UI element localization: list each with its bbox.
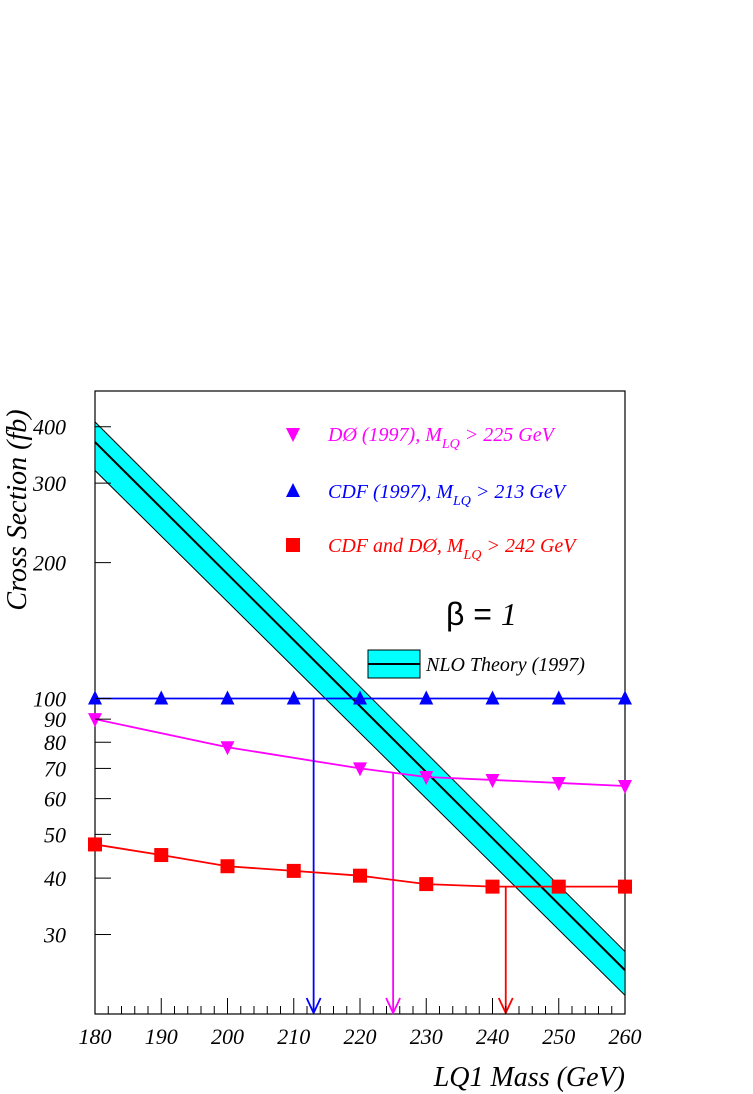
series-1-point — [485, 690, 500, 705]
y-tick-label: 80 — [44, 730, 66, 755]
x-tick-label: 210 — [277, 1024, 310, 1049]
x-tick-label: 260 — [609, 1024, 642, 1049]
series-1-point — [551, 690, 566, 705]
series-1-point — [88, 690, 102, 705]
x-tick-label: 230 — [410, 1024, 443, 1049]
y-tick-label: 400 — [33, 415, 66, 440]
x-axis-label: LQ1 Mass (GeV) — [433, 1062, 625, 1093]
series-2-point — [618, 879, 632, 894]
y-tick-label: 100 — [33, 686, 66, 711]
series-1-point — [618, 690, 632, 705]
x-tick-label: 250 — [542, 1024, 575, 1049]
legend-marker-0 — [286, 428, 300, 442]
legend-marker-1 — [286, 483, 300, 497]
limit-arrowhead-0 — [385, 997, 401, 1016]
x-tick-label: 190 — [145, 1024, 178, 1049]
x-tick-label: 200 — [211, 1024, 244, 1049]
y-tick-label: 30 — [43, 923, 66, 948]
series-0-point — [220, 741, 235, 756]
series-1-point — [419, 690, 434, 705]
theory-central-line — [94, 441, 626, 971]
series-2-point — [88, 837, 102, 852]
y-tick-label: 300 — [32, 471, 66, 496]
beta-annotation: β = 1 — [446, 596, 517, 632]
limit-arrowhead-1 — [305, 997, 322, 1016]
legend-marker-2 — [286, 538, 300, 552]
y-axis-label: Cross Section (fb) — [2, 409, 33, 610]
y-tick-label: 60 — [44, 787, 66, 812]
series-0-point — [551, 776, 566, 791]
series-1-point — [220, 690, 235, 705]
x-tick-label: 180 — [79, 1024, 112, 1049]
theory-band — [94, 420, 626, 997]
series-2-point — [154, 848, 169, 863]
series-2-point — [286, 863, 301, 878]
series-2-point — [220, 859, 235, 874]
series-0-point — [618, 779, 632, 794]
y-tick-label: 50 — [44, 822, 66, 847]
series-1-point — [353, 690, 367, 705]
series-2-point — [419, 877, 434, 892]
series-2-point — [353, 868, 367, 883]
series-0-point — [353, 762, 367, 777]
series-1-point — [286, 690, 301, 705]
series-1-point — [154, 690, 169, 705]
series-0-point — [88, 713, 102, 728]
legend-theory-label: NLO Theory (1997) — [425, 654, 585, 676]
y-tick-label: 40 — [44, 866, 66, 891]
legend-entry-0: DØ (1997), MLQ > 225 GeV — [327, 424, 557, 452]
y-tick-label: 200 — [33, 551, 66, 576]
legend-entry-2: CDF and DØ, MLQ > 242 GeV — [328, 535, 578, 563]
series-0-point — [419, 771, 434, 786]
legend-entry-1: CDF (1997), MLQ > 213 GeV — [328, 481, 568, 509]
x-tick-label: 220 — [344, 1024, 377, 1049]
x-tick-label: 240 — [476, 1024, 509, 1049]
series-2-point — [551, 879, 566, 894]
series-2-point — [485, 879, 500, 894]
y-tick-label: 70 — [44, 756, 66, 781]
y-tick-label: 90 — [44, 707, 66, 732]
series-0-point — [485, 773, 500, 788]
